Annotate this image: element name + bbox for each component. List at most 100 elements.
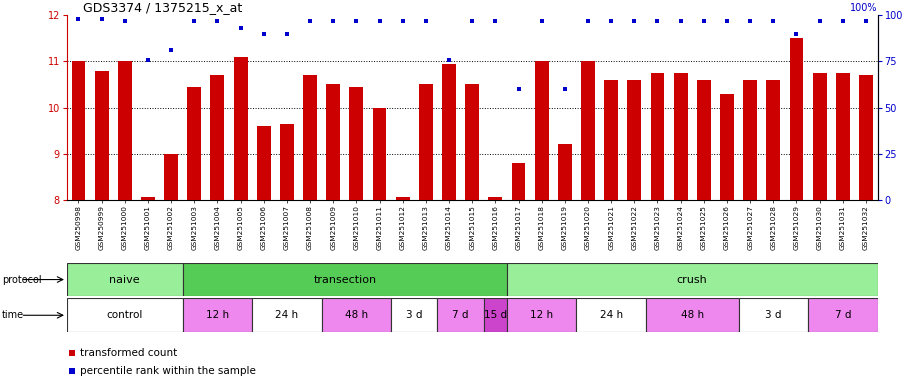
Text: 48 h: 48 h — [681, 310, 703, 320]
Text: time: time — [2, 310, 24, 320]
Bar — [280, 124, 294, 200]
Point — [187, 18, 202, 24]
Text: 7 d: 7 d — [834, 310, 851, 320]
Bar — [141, 197, 155, 200]
Bar — [697, 80, 711, 200]
Text: percentile rank within the sample: percentile rank within the sample — [80, 366, 256, 376]
Bar — [812, 73, 826, 200]
Bar — [303, 75, 317, 200]
Point — [349, 18, 364, 24]
Point — [302, 18, 317, 24]
Bar — [419, 84, 433, 200]
Text: transection: transection — [313, 275, 376, 285]
Bar — [738, 298, 808, 332]
Point — [835, 18, 850, 24]
Bar — [511, 163, 526, 200]
Point — [627, 18, 641, 24]
Bar — [790, 38, 803, 200]
Bar — [118, 61, 132, 200]
Point — [140, 56, 155, 63]
Point — [650, 18, 665, 24]
Bar — [835, 73, 850, 200]
Bar — [576, 298, 646, 332]
Bar — [507, 298, 576, 332]
Bar — [484, 298, 507, 332]
Bar — [182, 298, 252, 332]
Bar — [349, 87, 364, 200]
Text: 12 h: 12 h — [206, 310, 229, 320]
Text: 7 d: 7 d — [453, 310, 469, 320]
Point — [94, 16, 109, 22]
Bar — [488, 197, 502, 200]
Bar — [234, 57, 247, 200]
Bar — [808, 298, 878, 332]
Bar — [373, 108, 387, 200]
Text: 3 d: 3 d — [406, 310, 422, 320]
Bar — [252, 298, 322, 332]
Point — [210, 18, 224, 24]
Bar — [720, 94, 734, 200]
Bar — [627, 80, 641, 200]
Point — [442, 56, 456, 63]
Point — [511, 86, 526, 92]
Text: GDS3374 / 1375215_x_at: GDS3374 / 1375215_x_at — [83, 1, 243, 14]
Bar — [438, 298, 484, 332]
Text: 12 h: 12 h — [530, 310, 553, 320]
Bar — [558, 144, 572, 200]
Bar — [256, 126, 271, 200]
Bar — [650, 73, 664, 200]
Text: 24 h: 24 h — [600, 310, 623, 320]
Text: protocol: protocol — [2, 275, 41, 285]
Bar — [182, 263, 507, 296]
Bar — [581, 61, 595, 200]
Bar — [71, 61, 85, 200]
Point — [419, 18, 433, 24]
Point — [558, 86, 572, 92]
Bar — [743, 80, 758, 200]
Point — [581, 18, 595, 24]
Point — [117, 18, 132, 24]
Bar — [322, 298, 391, 332]
Bar — [859, 75, 873, 200]
Bar — [646, 298, 738, 332]
Point — [696, 18, 711, 24]
Text: transformed count: transformed count — [80, 348, 177, 358]
Point — [604, 18, 618, 24]
Point — [812, 18, 827, 24]
Text: 3 d: 3 d — [765, 310, 781, 320]
Bar — [396, 197, 409, 200]
Text: crush: crush — [677, 275, 707, 285]
Point — [234, 25, 248, 31]
Bar — [211, 75, 224, 200]
Bar — [767, 80, 780, 200]
Point — [464, 18, 480, 24]
Text: 24 h: 24 h — [276, 310, 299, 320]
Point — [326, 18, 341, 24]
Text: 48 h: 48 h — [344, 310, 368, 320]
Point — [372, 18, 387, 24]
Bar — [465, 84, 479, 200]
Bar — [67, 298, 182, 332]
Bar — [673, 73, 688, 200]
Point — [766, 18, 780, 24]
Bar — [187, 87, 202, 200]
Point — [488, 18, 503, 24]
Point — [64, 367, 79, 374]
Point — [164, 47, 179, 53]
Bar — [507, 263, 878, 296]
Bar — [442, 64, 456, 200]
Bar — [326, 84, 340, 200]
Text: 100%: 100% — [850, 3, 878, 13]
Text: naive: naive — [109, 275, 140, 285]
Point — [789, 31, 804, 37]
Bar — [164, 154, 178, 200]
Text: control: control — [106, 310, 143, 320]
Point — [673, 18, 688, 24]
Point — [396, 18, 410, 24]
Point — [534, 18, 549, 24]
Bar — [94, 71, 109, 200]
Text: 15 d: 15 d — [484, 310, 507, 320]
Point — [279, 31, 294, 37]
Bar — [391, 298, 438, 332]
Point — [720, 18, 735, 24]
